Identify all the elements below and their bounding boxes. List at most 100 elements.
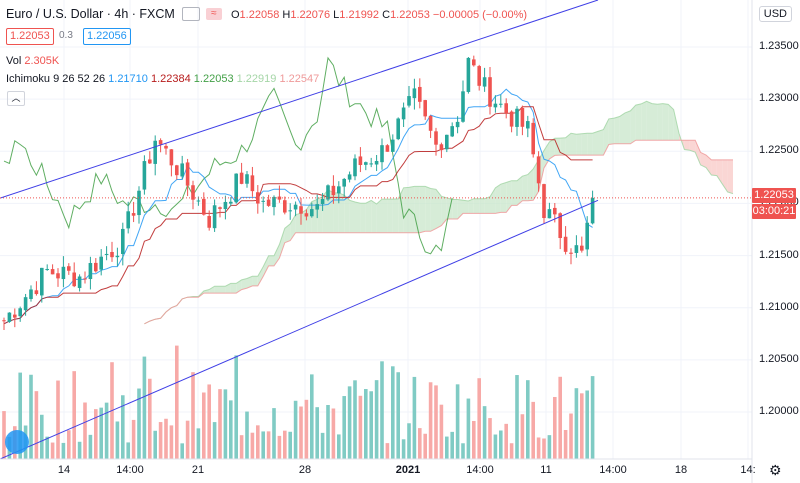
kumo-segment — [382, 199, 388, 233]
volume-bar — [536, 437, 541, 459]
volume-bar — [185, 420, 190, 459]
volume-legend[interactable]: Vol 2.305K — [6, 55, 59, 67]
kumo-segment — [495, 184, 501, 214]
candle-body — [574, 245, 579, 254]
volume-bar — [391, 366, 395, 459]
kumo-segment — [695, 140, 701, 165]
volume-bar — [331, 408, 336, 459]
trend-channel[interactable] — [0, 0, 599, 460]
candlesticks — [2, 55, 595, 331]
kumo-segment — [436, 189, 442, 229]
volume-bar — [61, 442, 66, 459]
candle-body — [169, 149, 174, 166]
candle-body — [374, 160, 379, 165]
kumo-segment — [333, 192, 339, 233]
volume-bar — [191, 372, 195, 459]
volume-bar — [401, 439, 406, 459]
chevron-up-icon[interactable]: ︿ — [7, 91, 25, 106]
candle-body — [455, 121, 460, 128]
spread-value: 0.3 — [59, 30, 73, 41]
kumo-segment — [452, 199, 458, 220]
kumo-segment — [592, 131, 598, 156]
kumo-segment — [284, 223, 291, 243]
candle-body — [553, 207, 557, 215]
volume-bar — [88, 434, 93, 459]
eye-icon[interactable] — [181, 7, 200, 22]
price-tick-label: 1.21000 — [759, 300, 799, 313]
candle-body — [23, 297, 28, 311]
candle-body — [569, 252, 573, 254]
kumo-segment — [668, 104, 674, 141]
candle-body — [499, 103, 503, 105]
volume-bar — [466, 398, 471, 459]
ichimoku-label: Ichimoku 9 26 52 26 — [6, 73, 106, 85]
candle-body — [72, 272, 76, 287]
symbol-legend[interactable]: Euro / U.S. Dollar · 4h · FXCM ≈ O1.2205… — [6, 7, 527, 22]
volume-bar — [272, 408, 276, 459]
volume-bar — [121, 395, 125, 459]
kumo-segment — [641, 101, 647, 141]
volume-bar — [504, 423, 508, 459]
volume-bar — [380, 361, 384, 459]
volume-bar — [482, 406, 487, 459]
time-tick-label: 28 — [298, 464, 312, 476]
ohlc-low-label: L — [333, 9, 340, 21]
volume-bar — [412, 376, 417, 459]
volume-bar — [407, 423, 411, 459]
candle-body — [547, 209, 552, 219]
ichimoku-base-value: 1.22384 — [150, 73, 191, 85]
ichimoku-legend[interactable]: Ichimoku 9 26 52 26 1.21710 1.22384 1.22… — [6, 73, 319, 85]
candle-body — [445, 134, 449, 150]
ichimoku-span-a-value: 1.22919 — [236, 73, 277, 85]
kumo-segment — [409, 186, 415, 233]
candle-body — [256, 192, 260, 204]
kumo-segment — [252, 276, 258, 286]
candle-body — [369, 163, 373, 165]
kumo-segment — [392, 198, 399, 233]
kumo-segment — [635, 103, 642, 141]
tradingview-logo-icon[interactable] — [5, 430, 29, 454]
kumo-segment — [425, 186, 431, 232]
bid-price-box[interactable]: 1.22053 — [6, 28, 54, 45]
candle-body — [418, 86, 422, 102]
volume-bar — [261, 431, 265, 459]
kumo-segment — [662, 103, 669, 141]
kumo-segment — [706, 155, 712, 175]
candle-body — [466, 57, 471, 92]
candle-body — [580, 245, 584, 251]
gear-icon[interactable]: ⚙ — [769, 462, 782, 478]
candle-body — [590, 197, 595, 224]
kumo-segment — [587, 133, 593, 156]
candle-body — [353, 158, 357, 177]
kumo-segment — [522, 174, 528, 201]
ichimoku-span-b-line — [144, 139, 733, 325]
volume-value: 2.305K — [24, 55, 60, 67]
ask-price-box[interactable]: 1.22056 — [83, 28, 131, 45]
approx-icon[interactable]: ≈ — [205, 8, 222, 21]
candle-body — [342, 178, 346, 187]
volume-bar — [574, 388, 579, 459]
kumo-segment — [473, 198, 480, 214]
candle-body — [223, 201, 228, 210]
candle-body — [83, 278, 87, 280]
candle-body — [358, 156, 363, 166]
ichimoku-conversion-line — [3, 88, 593, 325]
candle-body — [2, 320, 6, 322]
volume-bar — [18, 372, 22, 459]
candle-body — [180, 163, 184, 177]
currency-selector[interactable]: USD — [758, 6, 792, 22]
kumo-segment — [268, 255, 274, 266]
candle-body — [509, 111, 514, 127]
volume-bar — [558, 376, 562, 459]
candle-body — [13, 314, 17, 318]
candle-body — [493, 103, 498, 108]
kumo-segment — [527, 168, 534, 201]
candle-body — [158, 140, 163, 145]
time-tick-label: 14:00 — [599, 464, 627, 476]
volume-bar — [423, 433, 427, 459]
price-tick-label: 1.23000 — [759, 92, 799, 105]
volume-bar — [515, 375, 519, 459]
kumo-segment — [581, 133, 588, 156]
symbol-title[interactable]: Euro / U.S. Dollar · 4h · FXCM — [6, 7, 175, 21]
